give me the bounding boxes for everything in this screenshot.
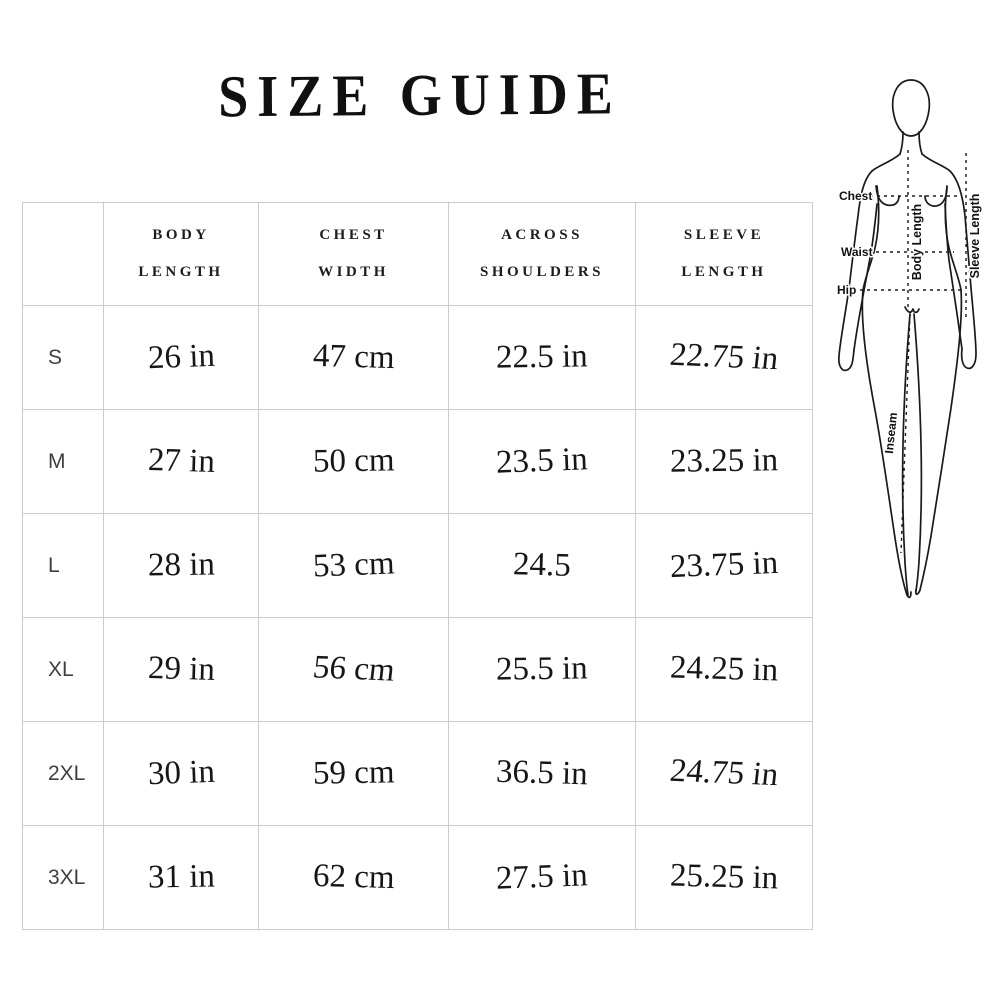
header-line: BODY [152,227,210,243]
body-measurement-diagram: Chest Waist Hip Body Length Sleeve Lengt… [825,58,1000,603]
value-chest-width: 56 cm [258,617,449,722]
female-croquis-icon: Chest Waist Hip Body Length Sleeve Lengt… [836,79,984,599]
figure-label-hip: Hip [837,283,856,297]
header-line: ACROSS [501,227,583,243]
table-row-2xl: 2XL 30 in 59 cm 36.5 in 24.75 in [22,721,813,826]
header-line: SHOULDERS [479,264,605,280]
value-across-shoulders: 36.5 in [448,721,636,826]
value-chest-width: 62 cm [258,825,449,930]
value-chest-width: 59 cm [258,721,449,826]
value-chest-width: 50 cm [258,409,449,514]
value-body-length: 29 in [103,617,259,722]
value-sleeve-length: 23.75 in [635,513,813,618]
value-across-shoulders: 27.5 in [448,825,636,930]
header-cell-chest-width: CHEST WIDTH [258,202,449,306]
value-sleeve-length: 25.25 in [635,825,813,930]
size-label: 3XL [22,825,104,930]
header-line: LENGTH [681,264,767,280]
size-label: L [22,513,104,618]
value-across-shoulders: 23.5 in [448,409,636,514]
header-cell-body-length: BODY LENGTH [103,202,259,306]
inseam-line [900,313,911,554]
value-sleeve-length: 24.75 in [635,721,813,826]
value-across-shoulders: 25.5 in [448,617,636,722]
value-body-length: 26 in [103,305,259,410]
value-body-length: 28 in [103,513,259,618]
size-label: XL [22,617,104,722]
value-chest-width: 53 cm [258,513,449,618]
table-row-l: L 28 in 53 cm 24.5 23.75 in [22,513,813,618]
header-cell-sleeve-length: SLEEVE LENGTH [635,202,813,306]
header-cell-across-shoulders: ACROSS SHOULDERS [448,202,636,306]
figure-label-sleeve-length: Sleeve Length [968,194,982,279]
table-row-3xl: 3XL 31 in 62 cm 27.5 in 25.25 in [22,825,813,930]
value-body-length: 31 in [103,825,259,930]
table-row-m: M 27 in 50 cm 23.5 in 23.25 in [22,409,813,514]
header-line: SLEEVE [683,227,765,243]
value-sleeve-length: 23.25 in [635,409,813,514]
value-sleeve-length: 22.75 in [635,305,813,410]
value-across-shoulders: 22.5 in [448,305,636,410]
size-label: 2XL [22,721,104,826]
table-row-s: S 26 in 47 cm 22.5 in 22.75 in [22,305,813,410]
value-across-shoulders: 24.5 [448,513,636,618]
figure-label-chest: Chest [839,189,872,203]
value-body-length: 30 in [103,721,259,826]
header-line: WIDTH [318,264,389,280]
figure-label-inseam: Inseam [882,412,900,455]
table-header-row: BODY LENGTH CHEST WIDTH ACROSS SHOULDERS… [22,202,813,306]
figure-label-body-length: Body Length [910,204,924,280]
header-line: CHEST [319,227,388,243]
page-title: SIZE GUIDE [217,60,623,130]
value-sleeve-length: 24.25 in [635,617,813,722]
header-cell-size [22,202,104,306]
size-label: M [22,409,104,514]
value-chest-width: 47 cm [258,305,449,410]
value-body-length: 27 in [103,409,259,514]
size-label: S [22,305,104,410]
table-row-xl: XL 29 in 56 cm 25.5 in 24.25 in [22,617,813,722]
size-guide-table: BODY LENGTH CHEST WIDTH ACROSS SHOULDERS… [22,202,813,930]
header-line: LENGTH [138,264,224,280]
figure-label-waist: Waist [841,245,873,259]
